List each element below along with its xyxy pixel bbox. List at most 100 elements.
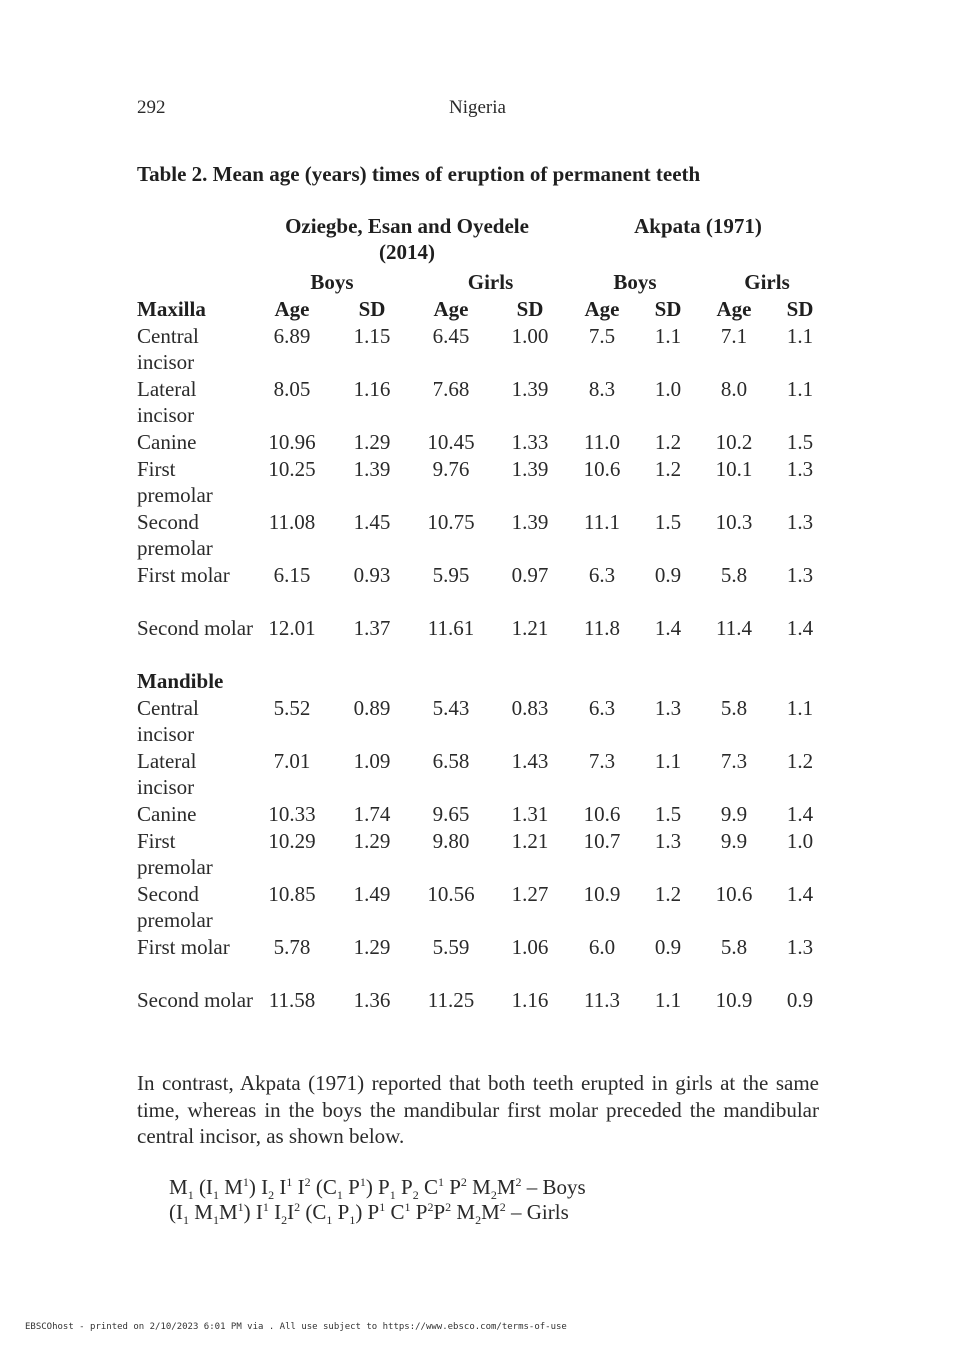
table-row: Canine 10.96 1.29 10.45 1.33 11.0 1.2 10.2 1.5	[137, 429, 819, 456]
table-cell: 1.5	[654, 510, 682, 534]
study-group-oziegbe: Oziegbe, Esan and Oyedele (2014)	[285, 214, 529, 264]
table-cell: 1.1	[654, 749, 682, 773]
table-cell: 5.8	[720, 935, 748, 959]
table-cell: 1.5	[654, 802, 682, 826]
table-cell: 0.83	[511, 696, 549, 720]
table-cell: 1.43	[511, 749, 549, 773]
table-cell: 1.2	[654, 430, 682, 454]
formula-token: M	[169, 1175, 188, 1199]
formula-token: M	[496, 1175, 516, 1199]
formula-token: (I	[193, 1175, 213, 1199]
table-cell: 6.89	[273, 324, 311, 348]
table-cell: 9.9	[720, 802, 748, 826]
table-cell: 1.3	[786, 457, 814, 481]
formula-token: 1	[349, 1213, 356, 1228]
table-cell: 1.29	[353, 829, 391, 853]
table-cell: 10.96	[268, 430, 316, 454]
table-cell: 6.3	[588, 563, 616, 587]
table-cell: 1.15	[353, 324, 391, 348]
table-cell: 7.3	[720, 749, 748, 773]
table-cell: 1.4	[786, 802, 814, 826]
formula-token: 2	[460, 1175, 467, 1189]
table-cell: 6.15	[273, 563, 311, 587]
formula-token: – Boys	[521, 1175, 586, 1199]
formula-token: ) P	[365, 1175, 390, 1199]
column-header: SD	[358, 297, 386, 321]
tooth-label: Canine	[137, 430, 197, 454]
table-cell: 6.45	[432, 324, 470, 348]
table-cell: 1.37	[353, 616, 391, 640]
formula-token: I	[287, 1200, 295, 1224]
table-cell: 1.09	[353, 749, 391, 773]
formula-token: 1	[359, 1175, 366, 1189]
table-cell: 10.33	[268, 802, 316, 826]
formula-token: 1	[242, 1175, 249, 1189]
table-cell: 1.1	[786, 377, 814, 401]
table-cell: 1.39	[353, 457, 391, 481]
table-cell: 11.61	[427, 616, 475, 640]
formula-line: M1 (I1 M1) I2 I1 I2 (C1 P1) P1 P2 C1 P2 …	[169, 1175, 586, 1203]
print-footer: EBSCOhost - printed on 2/10/2023 6:01 PM…	[25, 1322, 567, 1332]
table-cell: 5.43	[432, 696, 470, 720]
table-cell: 10.9	[715, 988, 753, 1012]
formula-token: 1	[326, 1213, 333, 1228]
column-header: SD	[516, 297, 544, 321]
section-label-mandible: Mandible	[137, 669, 224, 693]
table-cell: 11.1	[584, 510, 620, 534]
table-cell: 10.7	[583, 829, 621, 853]
table-cell: 10.56	[427, 882, 475, 906]
formula-token: 2	[427, 1200, 434, 1214]
eruption-table: Oziegbe, Esan and Oyedele (2014) Akpata …	[137, 213, 819, 1040]
table-cell: 10.6	[583, 802, 621, 826]
formula-token: C	[385, 1200, 405, 1224]
table-cell: 0.9	[654, 563, 682, 587]
table-cell: 1.2	[786, 749, 814, 773]
table-cell: 1.4	[654, 616, 682, 640]
table-cell: 1.1	[786, 324, 814, 348]
table-cell: 10.29	[268, 829, 316, 853]
table-row: First molar 6.15 0.93 5.95 0.97 6.3 0.9 5.8 1.3	[137, 562, 819, 615]
formula-token: P	[443, 1175, 461, 1199]
table-cell: 1.36	[353, 988, 391, 1012]
formula-token: 1	[336, 1188, 343, 1203]
tooth-label: Lateral incisor	[137, 377, 197, 427]
table-cell: 10.45	[427, 430, 475, 454]
tooth-label: Second molar	[137, 988, 254, 1012]
table-cell: 12.01	[268, 616, 316, 640]
table-cell: 8.05	[273, 377, 311, 401]
table-row: Second molar 12.01 1.37 11.61 1.21 11.8 1.4 11.…	[137, 615, 819, 668]
table-row: Second molar 11.58 1.36 11.25 1.16 11.3 1.1 10.…	[137, 987, 819, 1040]
table-cell: 1.4	[786, 616, 814, 640]
table-cell: 1.49	[353, 882, 391, 906]
table-cell: 10.1	[715, 457, 753, 481]
table-cell: 11.25	[427, 988, 475, 1012]
formula-token: 1	[187, 1188, 194, 1203]
formula-token: I	[292, 1175, 305, 1199]
formula-token: 1	[262, 1200, 269, 1214]
table-title: Table 2. Mean age (years) times of erupt…	[137, 162, 701, 186]
table-cell: 10.25	[268, 457, 316, 481]
mandible-rows: Central incisor 5.52 0.89 5.43 0.83 6.3 1.3 5.8…	[137, 695, 819, 1040]
section-label-maxilla: Maxilla	[137, 297, 206, 321]
tooth-label: Second molar	[137, 616, 254, 640]
tooth-label: Second premolar	[137, 510, 213, 560]
table-cell: 11.3	[584, 988, 620, 1012]
formula-token: 1	[237, 1200, 244, 1214]
table-cell: 8.0	[720, 377, 748, 401]
formula-token: 2	[490, 1188, 497, 1203]
table-cell: 10.3	[715, 510, 753, 534]
table-cell: 1.29	[353, 935, 391, 959]
table-cell: 1.3	[654, 696, 682, 720]
table-column-header: Maxilla Age SD Age SD Age SD Age SD	[137, 296, 819, 323]
table-cell: 1.0	[654, 377, 682, 401]
table-cell: 1.27	[511, 882, 549, 906]
table-cell: 11.58	[268, 988, 316, 1012]
formula-token: P	[342, 1175, 360, 1199]
table-cell: 6.0	[588, 935, 616, 959]
table-row: First molar 5.78 1.29 5.59 1.06 6.0 0.9 5.8 1.3	[137, 934, 819, 987]
formula-token: P	[410, 1200, 428, 1224]
formula-token: (C	[300, 1200, 327, 1224]
formula-token: 2	[515, 1175, 522, 1189]
table-cell: 10.6	[583, 457, 621, 481]
table-cell: 1.21	[511, 829, 549, 853]
